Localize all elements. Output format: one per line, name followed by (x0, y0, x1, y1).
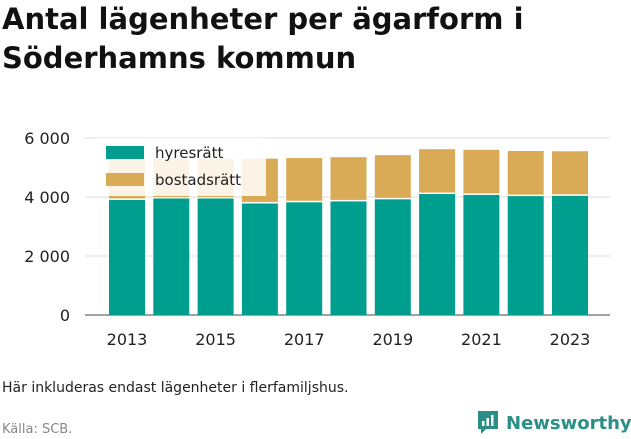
y-tick-label: 6 000 (24, 129, 70, 148)
bar-hyresratt-2020 (419, 194, 456, 315)
bar-hyresratt-2013 (109, 199, 145, 315)
bars (109, 149, 588, 315)
bar-hyresratt-2021 (463, 194, 500, 315)
legend-swatch (106, 146, 144, 159)
bar-hyresratt-2022 (507, 196, 544, 315)
bar-hyresratt-2019 (374, 199, 411, 315)
legend-label[interactable]: bostadsrätt (155, 171, 241, 189)
brand-logo[interactable]: Newsworthy (476, 408, 631, 438)
x-axis-ticks: 2013 2015 2017 2019 2021 2023 (107, 330, 591, 349)
legend-label[interactable]: hyresrätt (155, 144, 224, 162)
legend: hyresrätt bostadsrätt (98, 138, 266, 196)
bar-bostadsratt-2020 (419, 149, 456, 193)
source-label: Källa: SCB. (2, 422, 73, 437)
y-tick-label: 2 000 (24, 247, 70, 266)
bar-bostadsratt-2023 (552, 151, 588, 195)
bar-hyresratt-2018 (330, 201, 367, 315)
bar-bostadsratt-2018 (330, 157, 367, 200)
x-tick-label: 2017 (284, 330, 325, 349)
bar-hyresratt-2017 (286, 202, 323, 315)
legend-swatch (106, 173, 144, 186)
x-tick-label: 2021 (461, 330, 502, 349)
x-tick-label: 2019 (372, 330, 413, 349)
bar-bostadsratt-2017 (286, 158, 323, 201)
bar-hyresratt-2014 (153, 198, 190, 315)
bar-bostadsratt-2021 (463, 149, 500, 194)
bar-bostadsratt-2022 (507, 150, 544, 195)
footnote: Här inkluderas endast lägenheter i flerf… (2, 380, 349, 396)
x-tick-label: 2015 (195, 330, 236, 349)
bar-bostadsratt-2019 (374, 155, 411, 198)
page-title: Antal lägenheter per ägarform i Söderham… (2, 2, 524, 75)
x-tick-label: 2013 (107, 330, 148, 349)
bar-hyresratt-2023 (552, 195, 588, 315)
bar-hyresratt-2016 (241, 203, 278, 315)
bar-hyresratt-2015 (197, 198, 234, 315)
x-tick-label: 2023 (550, 330, 591, 349)
newsworthy-logo-icon (478, 411, 498, 434)
brand-name: Newsworthy (506, 412, 631, 434)
y-tick-label: 0 (60, 306, 70, 325)
y-tick-label: 4 000 (24, 188, 70, 207)
y-axis-ticks: 0 2 000 4 000 6 000 (24, 129, 70, 325)
